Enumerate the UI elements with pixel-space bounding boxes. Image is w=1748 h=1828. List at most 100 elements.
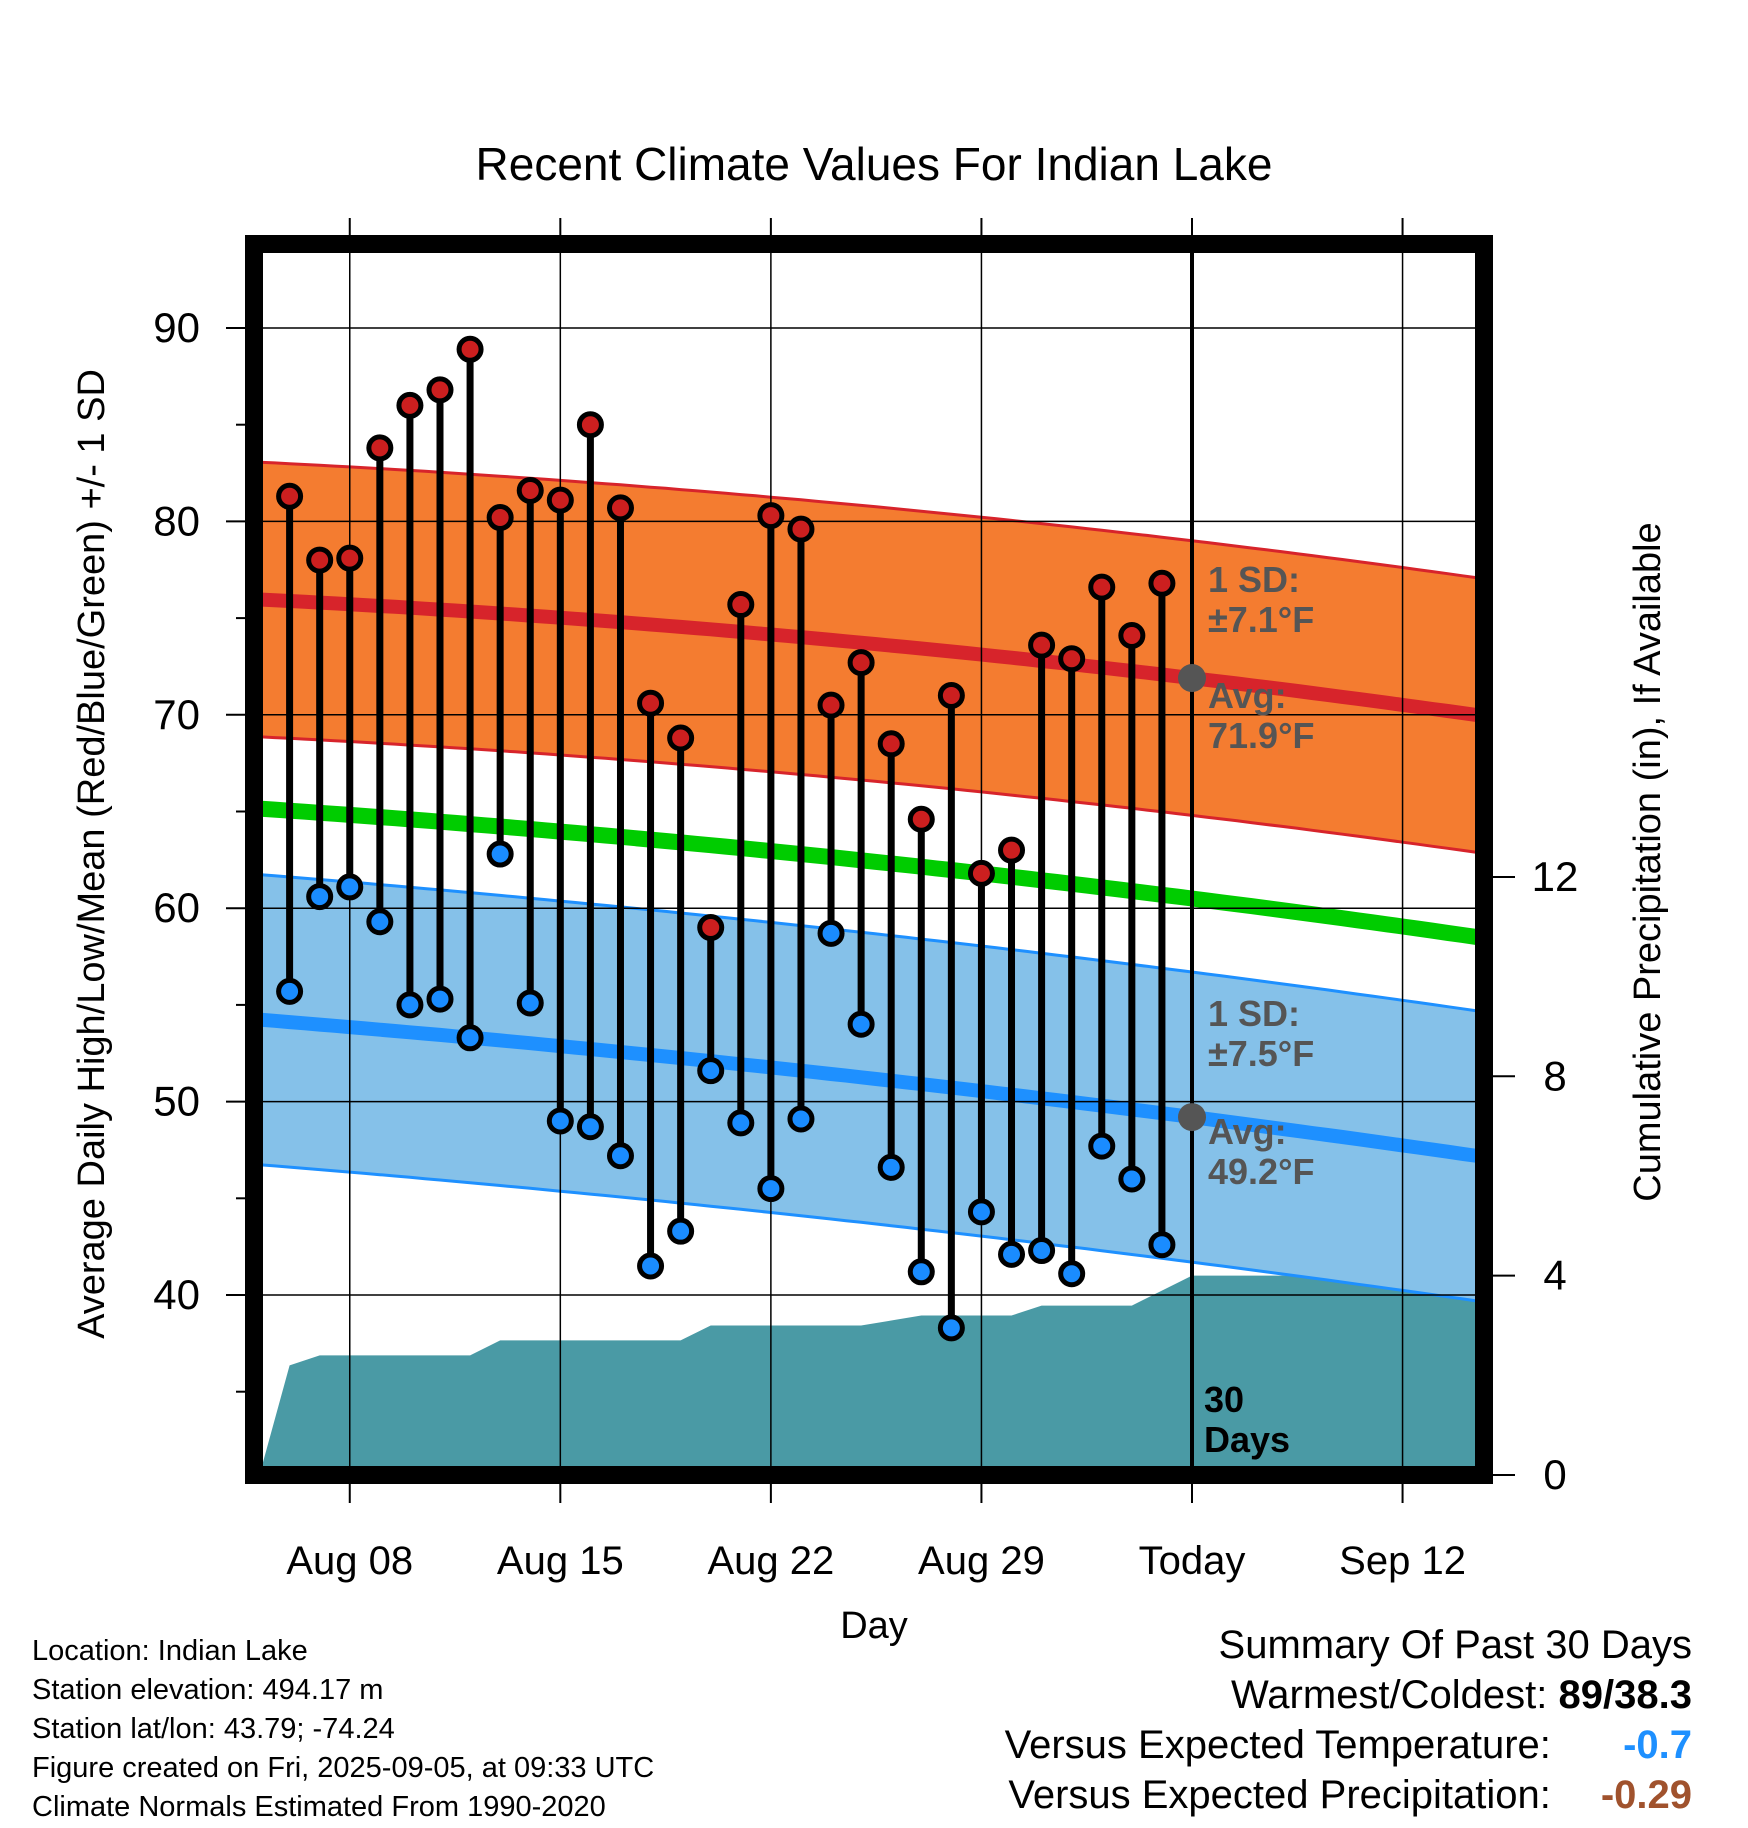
y-tick-label: 80 xyxy=(153,497,200,544)
observed-high-point xyxy=(637,689,665,717)
observed-low-point xyxy=(757,1175,785,1203)
observed-high-point xyxy=(757,502,785,530)
normal-high-line xyxy=(254,592,1484,724)
normals-text: Climate Normals Estimated From 1990-2020 xyxy=(32,1791,606,1823)
observed-low-point xyxy=(787,1105,815,1133)
observed-low-point xyxy=(396,991,424,1019)
observed-low-point xyxy=(1118,1165,1146,1193)
observed-high-point xyxy=(516,476,544,504)
today-normal-high-marker xyxy=(1178,664,1206,693)
summary-panel: Summary Of Past 30 Days Warmest/Coldest:… xyxy=(1005,1620,1692,1820)
y2-tick-label: 4 xyxy=(1543,1252,1566,1299)
high-sd-label: 1 SD: xyxy=(1208,559,1300,600)
y2-axis-label: Cumulative Precipitation (in), If Availa… xyxy=(1627,522,1669,1201)
low-sd-value: ±7.5°F xyxy=(1208,1033,1314,1074)
summary-title: Summary Of Past 30 Days xyxy=(1218,1623,1692,1667)
warmest-label: Warmest/Coldest: xyxy=(1231,1673,1548,1717)
elevation-text: Station elevation: 494.17 m xyxy=(32,1674,384,1706)
y-tick-label: 90 xyxy=(153,304,200,351)
precip-row: Versus Expected Precipitation: -0.29 xyxy=(1005,1770,1692,1820)
observed-low-point xyxy=(1058,1260,1086,1288)
observed-high-point xyxy=(396,391,424,419)
observed-low-point xyxy=(637,1252,665,1280)
observed-low-point xyxy=(456,1024,484,1052)
high-sd-value: ±7.1°F xyxy=(1208,599,1314,640)
observed-high-point xyxy=(306,546,334,574)
chart-title: Recent Climate Values For Indian Lake xyxy=(476,138,1273,190)
y-tick-label: 60 xyxy=(153,884,200,931)
station-info: Location: Indian Lake Station elevation:… xyxy=(32,1632,654,1827)
temp-row: Versus Expected Temperature: -0.7 xyxy=(1005,1720,1692,1770)
observed-low-point xyxy=(1088,1132,1116,1160)
precipitation-area xyxy=(254,1275,1484,1475)
x-tick-label: Sep 12 xyxy=(1339,1539,1466,1583)
observed-high-point xyxy=(727,591,755,619)
observed-high-point xyxy=(787,515,815,543)
latlon-text: Station lat/lon: 43.79; -74.24 xyxy=(32,1713,395,1745)
window-days-label: Days xyxy=(1204,1419,1290,1460)
observed-high-point xyxy=(606,494,634,522)
observed-low-point xyxy=(486,840,514,868)
high-avg-label: Avg: xyxy=(1208,675,1287,716)
observed-high-point xyxy=(998,836,1026,864)
observed-high-point xyxy=(907,805,935,833)
window-count-label: 30 xyxy=(1204,1379,1244,1420)
created-text: Figure created on Fri, 2025-09-05, at 09… xyxy=(32,1752,655,1784)
observed-high-point xyxy=(667,724,695,752)
observed-low-point xyxy=(516,989,544,1017)
x-tick-label: Today xyxy=(1139,1539,1246,1583)
high-avg-value: 71.9°F xyxy=(1208,715,1314,756)
observed-low-point xyxy=(576,1113,604,1141)
observed-high-point xyxy=(847,649,875,677)
observed-high-point xyxy=(1028,631,1056,659)
x-tick-label: Aug 22 xyxy=(707,1539,834,1583)
precip-label: Versus Expected Precipitation: xyxy=(1008,1773,1551,1817)
low-avg-label: Avg: xyxy=(1208,1111,1287,1152)
observed-low-point xyxy=(727,1109,755,1137)
observed-high-point xyxy=(1058,645,1086,673)
observed-low-point xyxy=(1148,1231,1176,1259)
x-tick-label: Aug 29 xyxy=(918,1539,1045,1583)
y2-tick-label: 12 xyxy=(1532,853,1579,900)
observed-low-point xyxy=(276,977,304,1005)
observed-high-point xyxy=(1118,622,1146,650)
x-axis-label: Day xyxy=(840,1605,908,1647)
observed-low-point xyxy=(667,1217,695,1245)
observed-low-point xyxy=(877,1153,905,1181)
observed-low-point xyxy=(606,1142,634,1170)
x-tick-label: Aug 15 xyxy=(497,1539,624,1583)
y-tick-label: 40 xyxy=(153,1271,200,1318)
observed-low-point xyxy=(998,1240,1026,1268)
today-normal-low-marker xyxy=(1178,1103,1206,1132)
y-tick-label: 70 xyxy=(153,691,200,738)
high-sd-upper-edge xyxy=(254,460,1484,581)
observed-low-point xyxy=(306,883,334,911)
plot-frame xyxy=(245,235,1493,1484)
observed-low-point xyxy=(697,1057,725,1085)
observed-low-point xyxy=(546,1107,574,1135)
warmest-value: 89/38.3 xyxy=(1558,1673,1692,1717)
y-axis-label: Average Daily High/Low/Mean (Red/Blue/Gr… xyxy=(71,369,113,1339)
observed-high-point xyxy=(576,411,604,439)
observed-low-point xyxy=(336,873,364,901)
observed-high-point xyxy=(366,434,394,462)
observed-low-point xyxy=(937,1314,965,1342)
observed-high-point xyxy=(1088,573,1116,601)
observed-low-point xyxy=(426,985,454,1013)
y2-tick-label: 0 xyxy=(1543,1451,1566,1498)
observed-high-point xyxy=(546,486,574,514)
observed-low-point xyxy=(817,919,845,947)
low-sd-label: 1 SD: xyxy=(1208,993,1300,1034)
observed-low-point xyxy=(907,1258,935,1286)
observed-low-point xyxy=(1028,1237,1056,1265)
observed-high-point xyxy=(697,914,725,942)
observed-high-point xyxy=(877,730,905,758)
observed-low-point xyxy=(366,908,394,936)
y-tick-label: 50 xyxy=(153,1078,200,1125)
observed-low-point xyxy=(847,1010,875,1038)
observed-high-point xyxy=(967,859,995,887)
warmest-row: Warmest/Coldest: 89/38.3 xyxy=(1005,1670,1692,1720)
